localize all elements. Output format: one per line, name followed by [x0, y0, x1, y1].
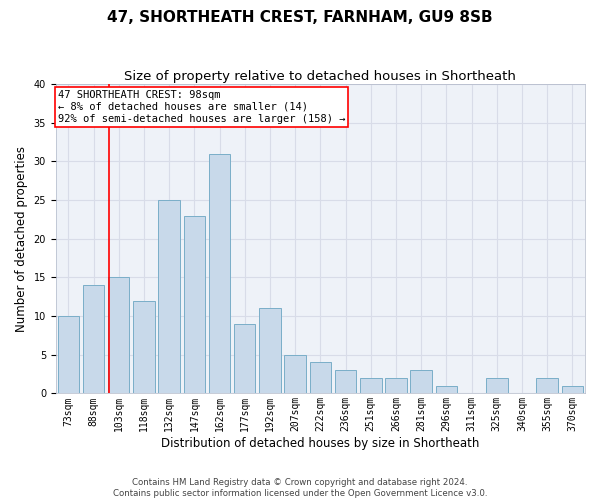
Text: Contains HM Land Registry data © Crown copyright and database right 2024.
Contai: Contains HM Land Registry data © Crown c…	[113, 478, 487, 498]
Bar	[310, 362, 331, 394]
Bar	[234, 324, 256, 394]
Bar	[335, 370, 356, 394]
Bar	[436, 386, 457, 394]
Text: 47, SHORTHEATH CREST, FARNHAM, GU9 8SB: 47, SHORTHEATH CREST, FARNHAM, GU9 8SB	[107, 10, 493, 25]
Bar	[58, 316, 79, 394]
Bar	[562, 386, 583, 394]
Bar	[536, 378, 558, 394]
Title: Size of property relative to detached houses in Shortheath: Size of property relative to detached ho…	[124, 70, 517, 83]
Bar	[209, 154, 230, 394]
Bar	[385, 378, 407, 394]
X-axis label: Distribution of detached houses by size in Shortheath: Distribution of detached houses by size …	[161, 437, 479, 450]
Bar	[108, 278, 130, 394]
Bar	[184, 216, 205, 394]
Bar	[284, 355, 306, 394]
Text: 47 SHORTHEATH CREST: 98sqm
← 8% of detached houses are smaller (14)
92% of semi-: 47 SHORTHEATH CREST: 98sqm ← 8% of detac…	[58, 90, 345, 124]
Bar	[360, 378, 382, 394]
Bar	[486, 378, 508, 394]
Bar	[133, 300, 155, 394]
Bar	[158, 200, 180, 394]
Bar	[259, 308, 281, 394]
Y-axis label: Number of detached properties: Number of detached properties	[15, 146, 28, 332]
Bar	[410, 370, 432, 394]
Bar	[83, 285, 104, 394]
